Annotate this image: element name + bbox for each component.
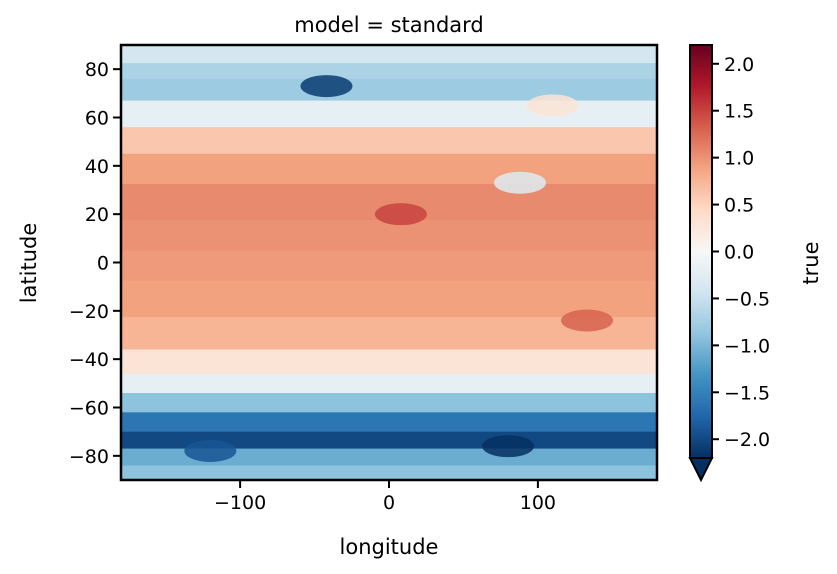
chart-title: model = standard (294, 13, 483, 37)
colorbar-tick-label: −0.5 (724, 288, 770, 310)
heatmap-area (121, 45, 657, 480)
zonal-band (121, 63, 657, 80)
zonal-band (121, 45, 657, 64)
x-tick-label: 0 (383, 492, 395, 514)
colorbar-tick-label: 0.0 (724, 242, 754, 264)
y-tick-label: −60 (69, 398, 109, 420)
y-tick-label: 0 (97, 253, 109, 275)
y-tick-label: 20 (85, 204, 109, 226)
zonal-band (121, 349, 657, 375)
x-tick-label: −100 (214, 492, 266, 514)
regional-anomaly (184, 440, 237, 462)
colorbar-tick-label: −2.0 (724, 429, 770, 451)
zonal-band (121, 127, 657, 155)
colorbar-tick-label: 1.5 (724, 101, 754, 123)
zonal-band (121, 280, 657, 318)
x-tick-label: 100 (520, 492, 556, 514)
colorbar-tick-label: 1.0 (724, 148, 754, 170)
colorbar-gradient (690, 45, 712, 458)
colorbar-label: true (799, 241, 823, 284)
regional-anomaly (561, 309, 614, 332)
colorbar: 2.0 1.5 1.0 0.5 0.0 −0.5 −1.0 −1.5 −2.0 (688, 44, 770, 483)
zonal-band (121, 220, 657, 252)
regional-anomaly (494, 171, 547, 194)
y-axis: 80 60 40 20 0 −20 −40 −60 −80 (69, 59, 121, 468)
zonal-band (121, 250, 657, 282)
zonal-band (121, 393, 657, 414)
colorbar-tick-label: 0.5 (724, 195, 754, 217)
y-axis-label: latitude (17, 223, 41, 304)
zonal-band (121, 153, 657, 185)
x-axis-label: longitude (340, 535, 439, 559)
zonal-band (121, 78, 657, 102)
y-tick-label: −80 (69, 446, 109, 468)
regional-anomaly (482, 435, 535, 458)
y-tick-label: 60 (85, 108, 109, 130)
x-axis: −100 0 100 (214, 480, 556, 514)
zonal-band (121, 412, 657, 433)
regional-anomaly (374, 203, 427, 226)
regional-anomaly (300, 75, 353, 98)
colorbar-extend-arrow (688, 457, 714, 483)
colorbar-tick-label: −1.5 (724, 382, 770, 404)
y-tick-label: 40 (85, 156, 109, 178)
y-tick-label: −20 (69, 301, 109, 323)
y-tick-label: −40 (69, 349, 109, 371)
colorbar-tick-label: −1.0 (724, 335, 770, 357)
zonal-band (121, 373, 657, 394)
colorbar-tick-label: 2.0 (724, 54, 754, 76)
regional-anomaly (526, 94, 579, 117)
y-tick-label: 80 (85, 59, 109, 81)
zonal-band (121, 465, 657, 480)
